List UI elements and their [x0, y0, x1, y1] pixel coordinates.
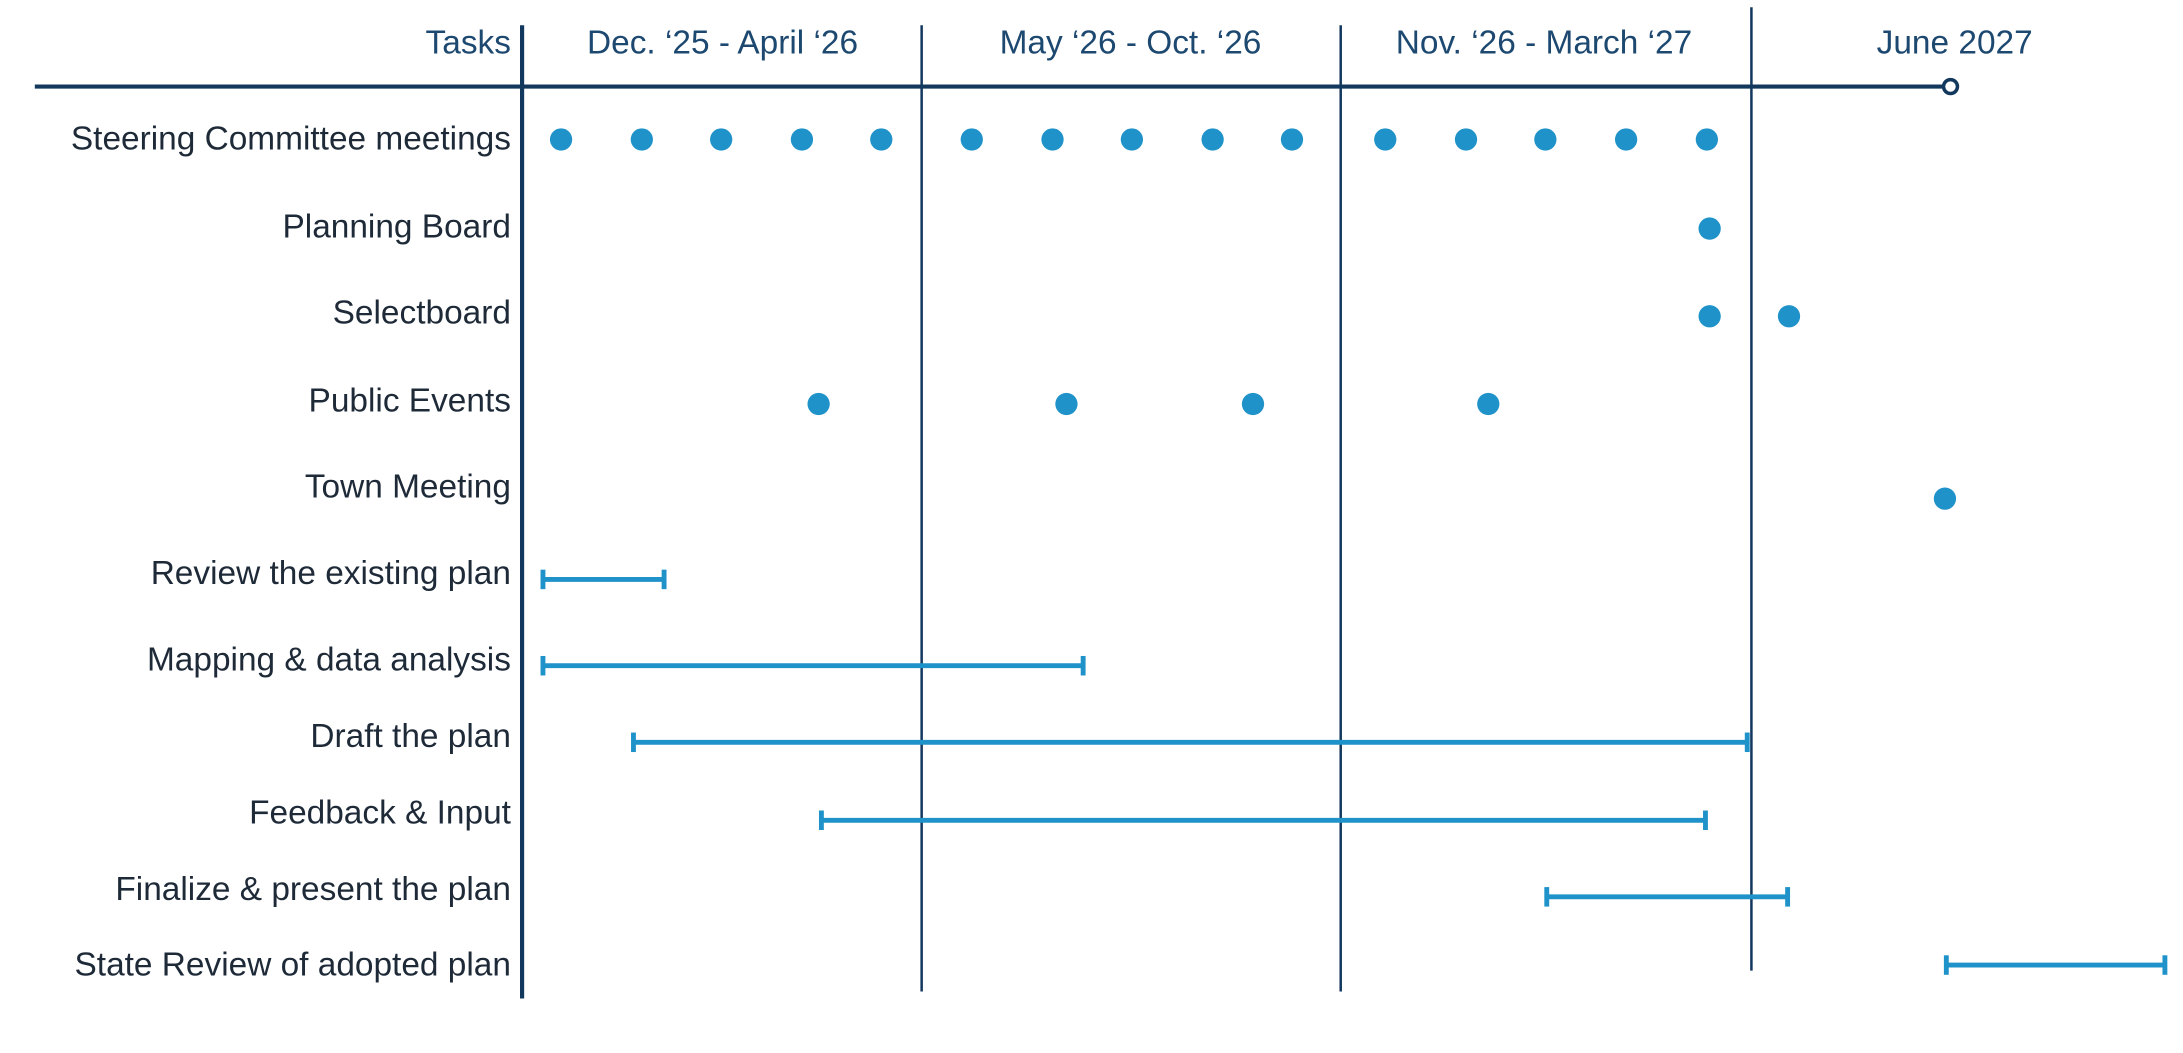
task-label: Steering Committee meetings: [71, 121, 511, 158]
task-label: Feedback & Input: [249, 795, 512, 832]
task-label: Planning Board: [282, 208, 510, 245]
milestone-dot: [1041, 128, 1064, 151]
milestone-dot: [1374, 128, 1397, 151]
task-label: Review the existing plan: [151, 555, 511, 592]
milestone-dot: [1241, 392, 1265, 416]
milestone-dot: [1055, 392, 1078, 416]
milestone-dot: [1534, 128, 1557, 151]
milestone-dot: [1477, 392, 1500, 416]
milestone-dot: [710, 128, 733, 151]
tasks-header: Tasks: [426, 25, 511, 62]
period-header: Nov. ‘26 - March ‘27: [1396, 25, 1692, 62]
milestone-dot: [1933, 487, 1957, 510]
milestone-dot: [1698, 217, 1721, 240]
milestone-dot: [1120, 128, 1144, 151]
task-label: Draft the plan: [310, 718, 511, 755]
period-header: Dec. ‘25 - April ‘26: [587, 25, 858, 62]
milestone-dot: [1201, 128, 1224, 151]
milestone-dot: [790, 128, 814, 151]
task-label: Public Events: [309, 382, 511, 419]
task-label: Mapping & data analysis: [147, 641, 511, 678]
milestone-dot: [870, 128, 893, 151]
milestone-dot: [1698, 305, 1721, 328]
milestone-dot: [1777, 305, 1801, 328]
task-label: Selectboard: [333, 295, 511, 332]
milestone-dot: [549, 128, 573, 151]
milestone-dot: [630, 128, 653, 151]
task-label: State Review of adopted plan: [75, 946, 511, 983]
milestone-dot: [1695, 128, 1718, 151]
milestone-dot: [1614, 128, 1638, 151]
period-header: May ‘26 - Oct. ‘26: [1000, 25, 1262, 62]
period-header: June 2027: [1877, 25, 2033, 62]
timeline-end: [1941, 77, 1960, 96]
milestone-dot: [1280, 128, 1304, 151]
task-label: Town Meeting: [305, 469, 511, 506]
milestone-dot: [960, 128, 983, 151]
milestone-dot: [1454, 128, 1478, 151]
milestone-dot: [807, 392, 830, 416]
task-label: Finalize & present the plan: [115, 871, 511, 908]
